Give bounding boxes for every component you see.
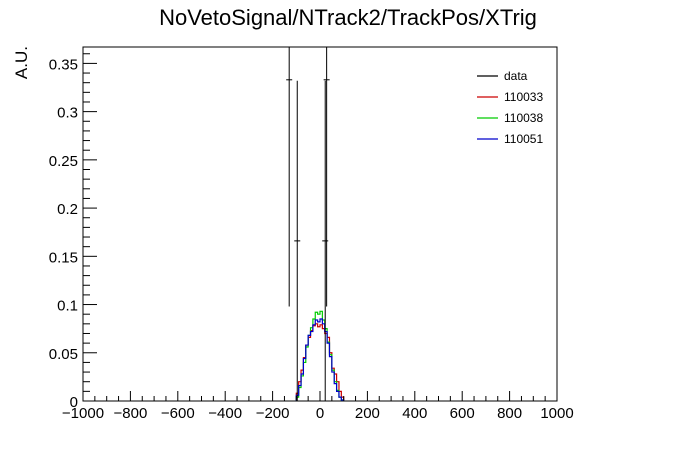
y-tick-label: 0.35 [49,56,78,73]
legend: data 110033 110038 110051 [477,69,543,146]
y-axis-label: A.U. [12,46,31,79]
chart-title: NoVetoSignal/NTrack2/TrackPos/XTrig [159,5,537,30]
series-layer [286,47,345,401]
legend-label: 110033 [504,90,543,104]
axes: −1000 −800 −600 −400 −200 0 200 400 600 800 1000 0 0… [49,53,574,422]
histogram-110051 [295,318,345,401]
x-tick-label: 600 [450,405,475,422]
x-tick-label: 0 [316,405,324,422]
y-tick-label: 0.1 [57,298,78,315]
legend-label: 110051 [504,132,543,146]
x-tick-label: 400 [402,405,427,422]
plot-frame [82,46,558,402]
legend-label: 110038 [504,111,543,125]
legend-label: data [504,69,528,83]
x-tick-label: −600 [161,405,195,422]
y-tick-label: 0.15 [49,249,78,266]
x-tick-label: 1000 [540,405,573,422]
x-tick-label: −400 [208,405,242,422]
x-tick-label: −1000 [62,405,104,422]
y-tick-label: 0.25 [49,153,78,170]
y-tick-label: 0.3 [57,105,78,122]
y-tick-label: 0 [70,394,78,411]
x-tick-label: −200 [256,405,290,422]
y-tick-label: 0.05 [49,346,78,363]
x-tick-label: 800 [497,405,522,422]
x-tick-label: 200 [355,405,380,422]
plot-frame-border [82,46,558,402]
x-tick-label: −800 [114,405,148,422]
y-tick-label: 0.2 [57,201,78,218]
